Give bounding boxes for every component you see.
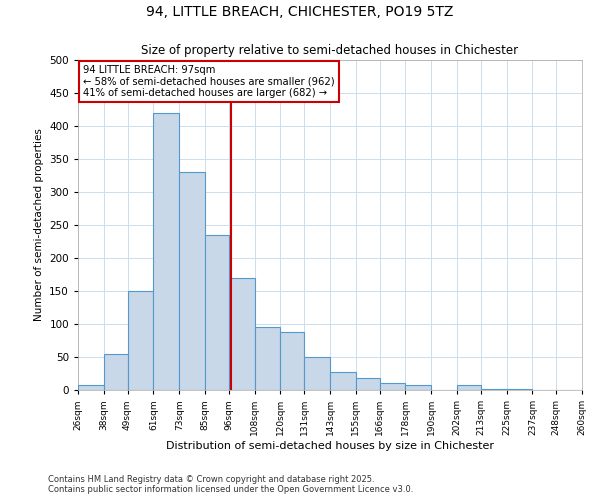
Y-axis label: Number of semi-detached properties: Number of semi-detached properties	[34, 128, 44, 322]
Bar	[78, 386, 104, 390]
Bar	[205, 235, 229, 390]
Bar	[380, 384, 406, 390]
Bar	[229, 278, 254, 390]
Title: Size of property relative to semi-detached houses in Chichester: Size of property relative to semi-detach…	[142, 44, 518, 58]
Text: 94 LITTLE BREACH: 97sqm
← 58% of semi-detached houses are smaller (962)
41% of s: 94 LITTLE BREACH: 97sqm ← 58% of semi-de…	[83, 65, 335, 98]
Text: Contains HM Land Registry data © Crown copyright and database right 2025.
Contai: Contains HM Land Registry data © Crown c…	[48, 475, 413, 494]
Text: 94, LITTLE BREACH, CHICHESTER, PO19 5TZ: 94, LITTLE BREACH, CHICHESTER, PO19 5TZ	[146, 5, 454, 19]
Bar	[356, 378, 380, 390]
Bar	[406, 384, 431, 390]
Bar	[481, 388, 506, 390]
Bar	[457, 384, 481, 390]
Bar	[330, 372, 356, 390]
Bar	[280, 332, 304, 390]
Bar	[154, 113, 179, 390]
Bar	[128, 291, 154, 390]
Bar	[179, 172, 205, 390]
Bar	[304, 357, 330, 390]
Bar	[254, 328, 280, 390]
Bar	[104, 354, 128, 390]
X-axis label: Distribution of semi-detached houses by size in Chichester: Distribution of semi-detached houses by …	[166, 441, 494, 451]
